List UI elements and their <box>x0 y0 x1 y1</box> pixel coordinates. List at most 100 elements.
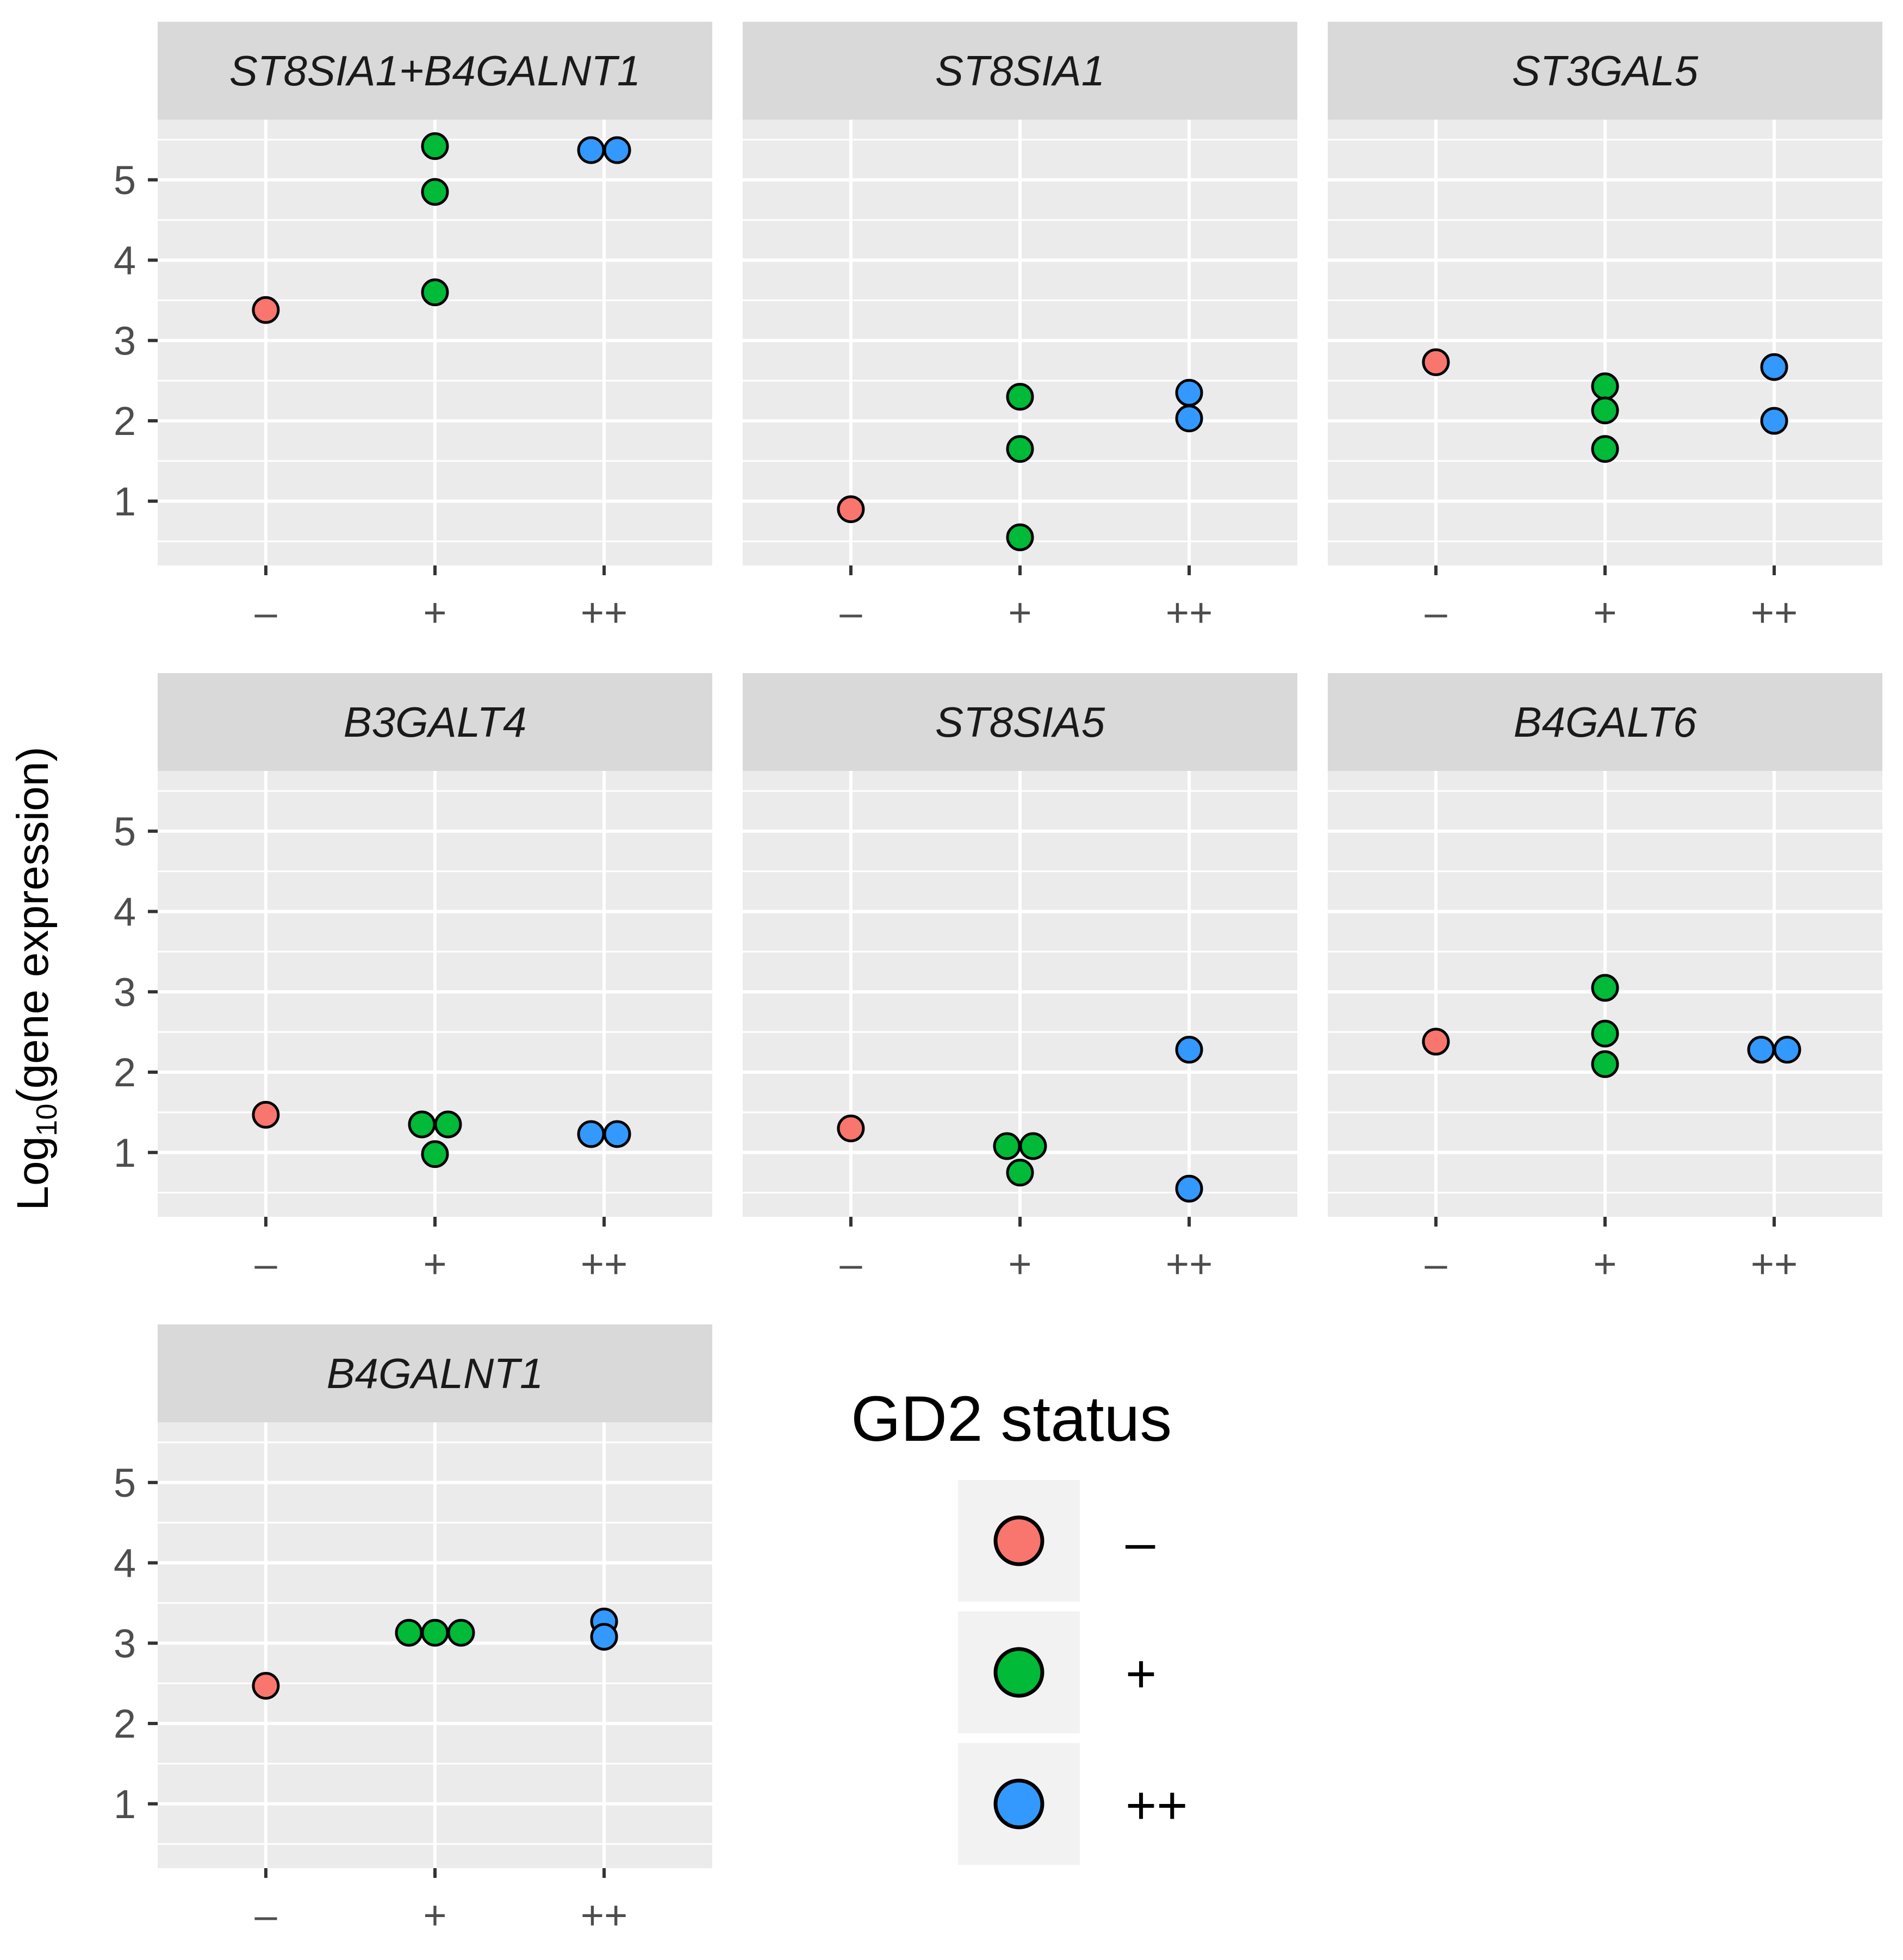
y-tick-label: 2 <box>114 1050 136 1095</box>
data-point <box>1760 407 1788 435</box>
data-point <box>421 178 449 206</box>
legend-entry: – <box>958 1480 1155 1602</box>
y-tick-label: 1 <box>114 1130 136 1175</box>
x-tick-label: ++ <box>1751 1241 1798 1286</box>
data-point <box>408 1110 436 1138</box>
panel-6: B4GALT6– + ++ <box>1328 673 1882 1286</box>
data-point <box>1760 353 1788 381</box>
x-tick-label: – <box>839 1241 862 1286</box>
legend-key-point <box>993 1647 1044 1698</box>
data-point <box>837 495 865 524</box>
y-tick-label: 4 <box>114 889 136 935</box>
data-point <box>577 136 605 164</box>
y-axis-title: Log10(gene expression) <box>8 746 63 1210</box>
legend-entry: ++ <box>958 1743 1187 1865</box>
y-tick-label: 4 <box>114 238 136 283</box>
y-tick-label: 4 <box>114 1541 136 1586</box>
data-point <box>590 1622 618 1651</box>
data-point <box>1591 435 1619 463</box>
data-point <box>1175 405 1203 433</box>
data-point <box>1422 348 1450 376</box>
y-tick-label: 3 <box>114 969 136 1015</box>
y-axis-title-base: Log <box>8 1136 58 1211</box>
x-tick-label: + <box>423 590 446 635</box>
x-tick-label: + <box>423 1241 446 1286</box>
panel-3: ST3GAL5– + ++ <box>1328 22 1882 635</box>
y-tick-label: 2 <box>114 1701 136 1746</box>
y-tick-label: 2 <box>114 399 136 444</box>
panel-title: ST8SIA5 <box>935 698 1105 746</box>
x-tick-label: ++ <box>1166 590 1212 635</box>
data-point <box>1591 396 1619 425</box>
x-tick-label: ++ <box>1166 1241 1212 1286</box>
x-tick-label: – <box>1425 1241 1447 1286</box>
y-axis-title-subscript: 10 <box>30 1104 63 1136</box>
panel-strip <box>743 673 1297 771</box>
legend-key-point <box>993 1778 1044 1830</box>
x-tick-label: – <box>1425 590 1447 635</box>
panel-strip <box>158 673 712 771</box>
data-point <box>434 1110 462 1138</box>
data-point <box>1006 383 1034 411</box>
data-point <box>421 1140 449 1168</box>
data-point <box>1175 378 1203 407</box>
data-point <box>993 1132 1021 1160</box>
data-point <box>1747 1036 1775 1064</box>
data-point <box>395 1619 423 1647</box>
data-point <box>421 278 449 307</box>
panel-5: ST8SIA5– + ++ <box>743 673 1297 1286</box>
x-tick-label: + <box>423 1893 446 1938</box>
y-tick-label: 1 <box>114 1782 136 1827</box>
data-point <box>1591 1050 1619 1078</box>
data-point <box>1175 1036 1203 1064</box>
panel-strip <box>158 1324 712 1422</box>
x-tick-label: ++ <box>581 1241 627 1286</box>
legend-entry: + <box>958 1611 1156 1733</box>
data-point <box>1591 372 1619 401</box>
legend: GD2 status–+++ <box>851 1383 1187 1865</box>
legend-label: ++ <box>1125 1775 1187 1835</box>
panel-title: B3GALT4 <box>344 698 527 746</box>
y-tick-label: 3 <box>114 318 136 363</box>
x-tick-label: ++ <box>581 1893 627 1938</box>
y-tick-label: 1 <box>114 479 136 524</box>
y-axis-title-rest: (gene expression) <box>8 746 58 1103</box>
panel-strip <box>1328 673 1882 771</box>
data-point <box>1773 1036 1801 1064</box>
data-point <box>1422 1028 1450 1056</box>
panel-title: B4GALNT1 <box>327 1349 544 1397</box>
x-tick-label: – <box>254 1241 277 1286</box>
data-point <box>1019 1132 1047 1160</box>
data-point <box>1591 1019 1619 1048</box>
legend-label: + <box>1125 1644 1156 1703</box>
data-point <box>447 1619 475 1647</box>
y-tick-label: 5 <box>114 1460 136 1505</box>
data-point <box>1006 1159 1034 1187</box>
panel-strip <box>1328 22 1882 120</box>
panel-title: ST8SIA1 <box>935 47 1105 95</box>
panel-title: ST8SIA1+B4GALNT1 <box>229 47 641 95</box>
x-tick-label: ++ <box>581 590 627 635</box>
panel-strip <box>743 22 1297 120</box>
data-point <box>1006 523 1034 551</box>
x-tick-label: + <box>1008 1241 1031 1286</box>
data-point <box>252 296 280 324</box>
panel-title: B4GALT6 <box>1514 698 1697 746</box>
data-point <box>603 1120 631 1148</box>
x-tick-label: + <box>1008 590 1031 635</box>
x-tick-label: – <box>254 590 277 635</box>
data-point <box>577 1120 605 1148</box>
data-point <box>421 132 449 160</box>
data-point <box>837 1114 865 1142</box>
data-point <box>1175 1174 1203 1203</box>
data-point <box>252 1672 280 1700</box>
data-point <box>252 1100 280 1129</box>
legend-title: GD2 status <box>851 1383 1172 1455</box>
y-tick-label: 3 <box>114 1621 136 1666</box>
